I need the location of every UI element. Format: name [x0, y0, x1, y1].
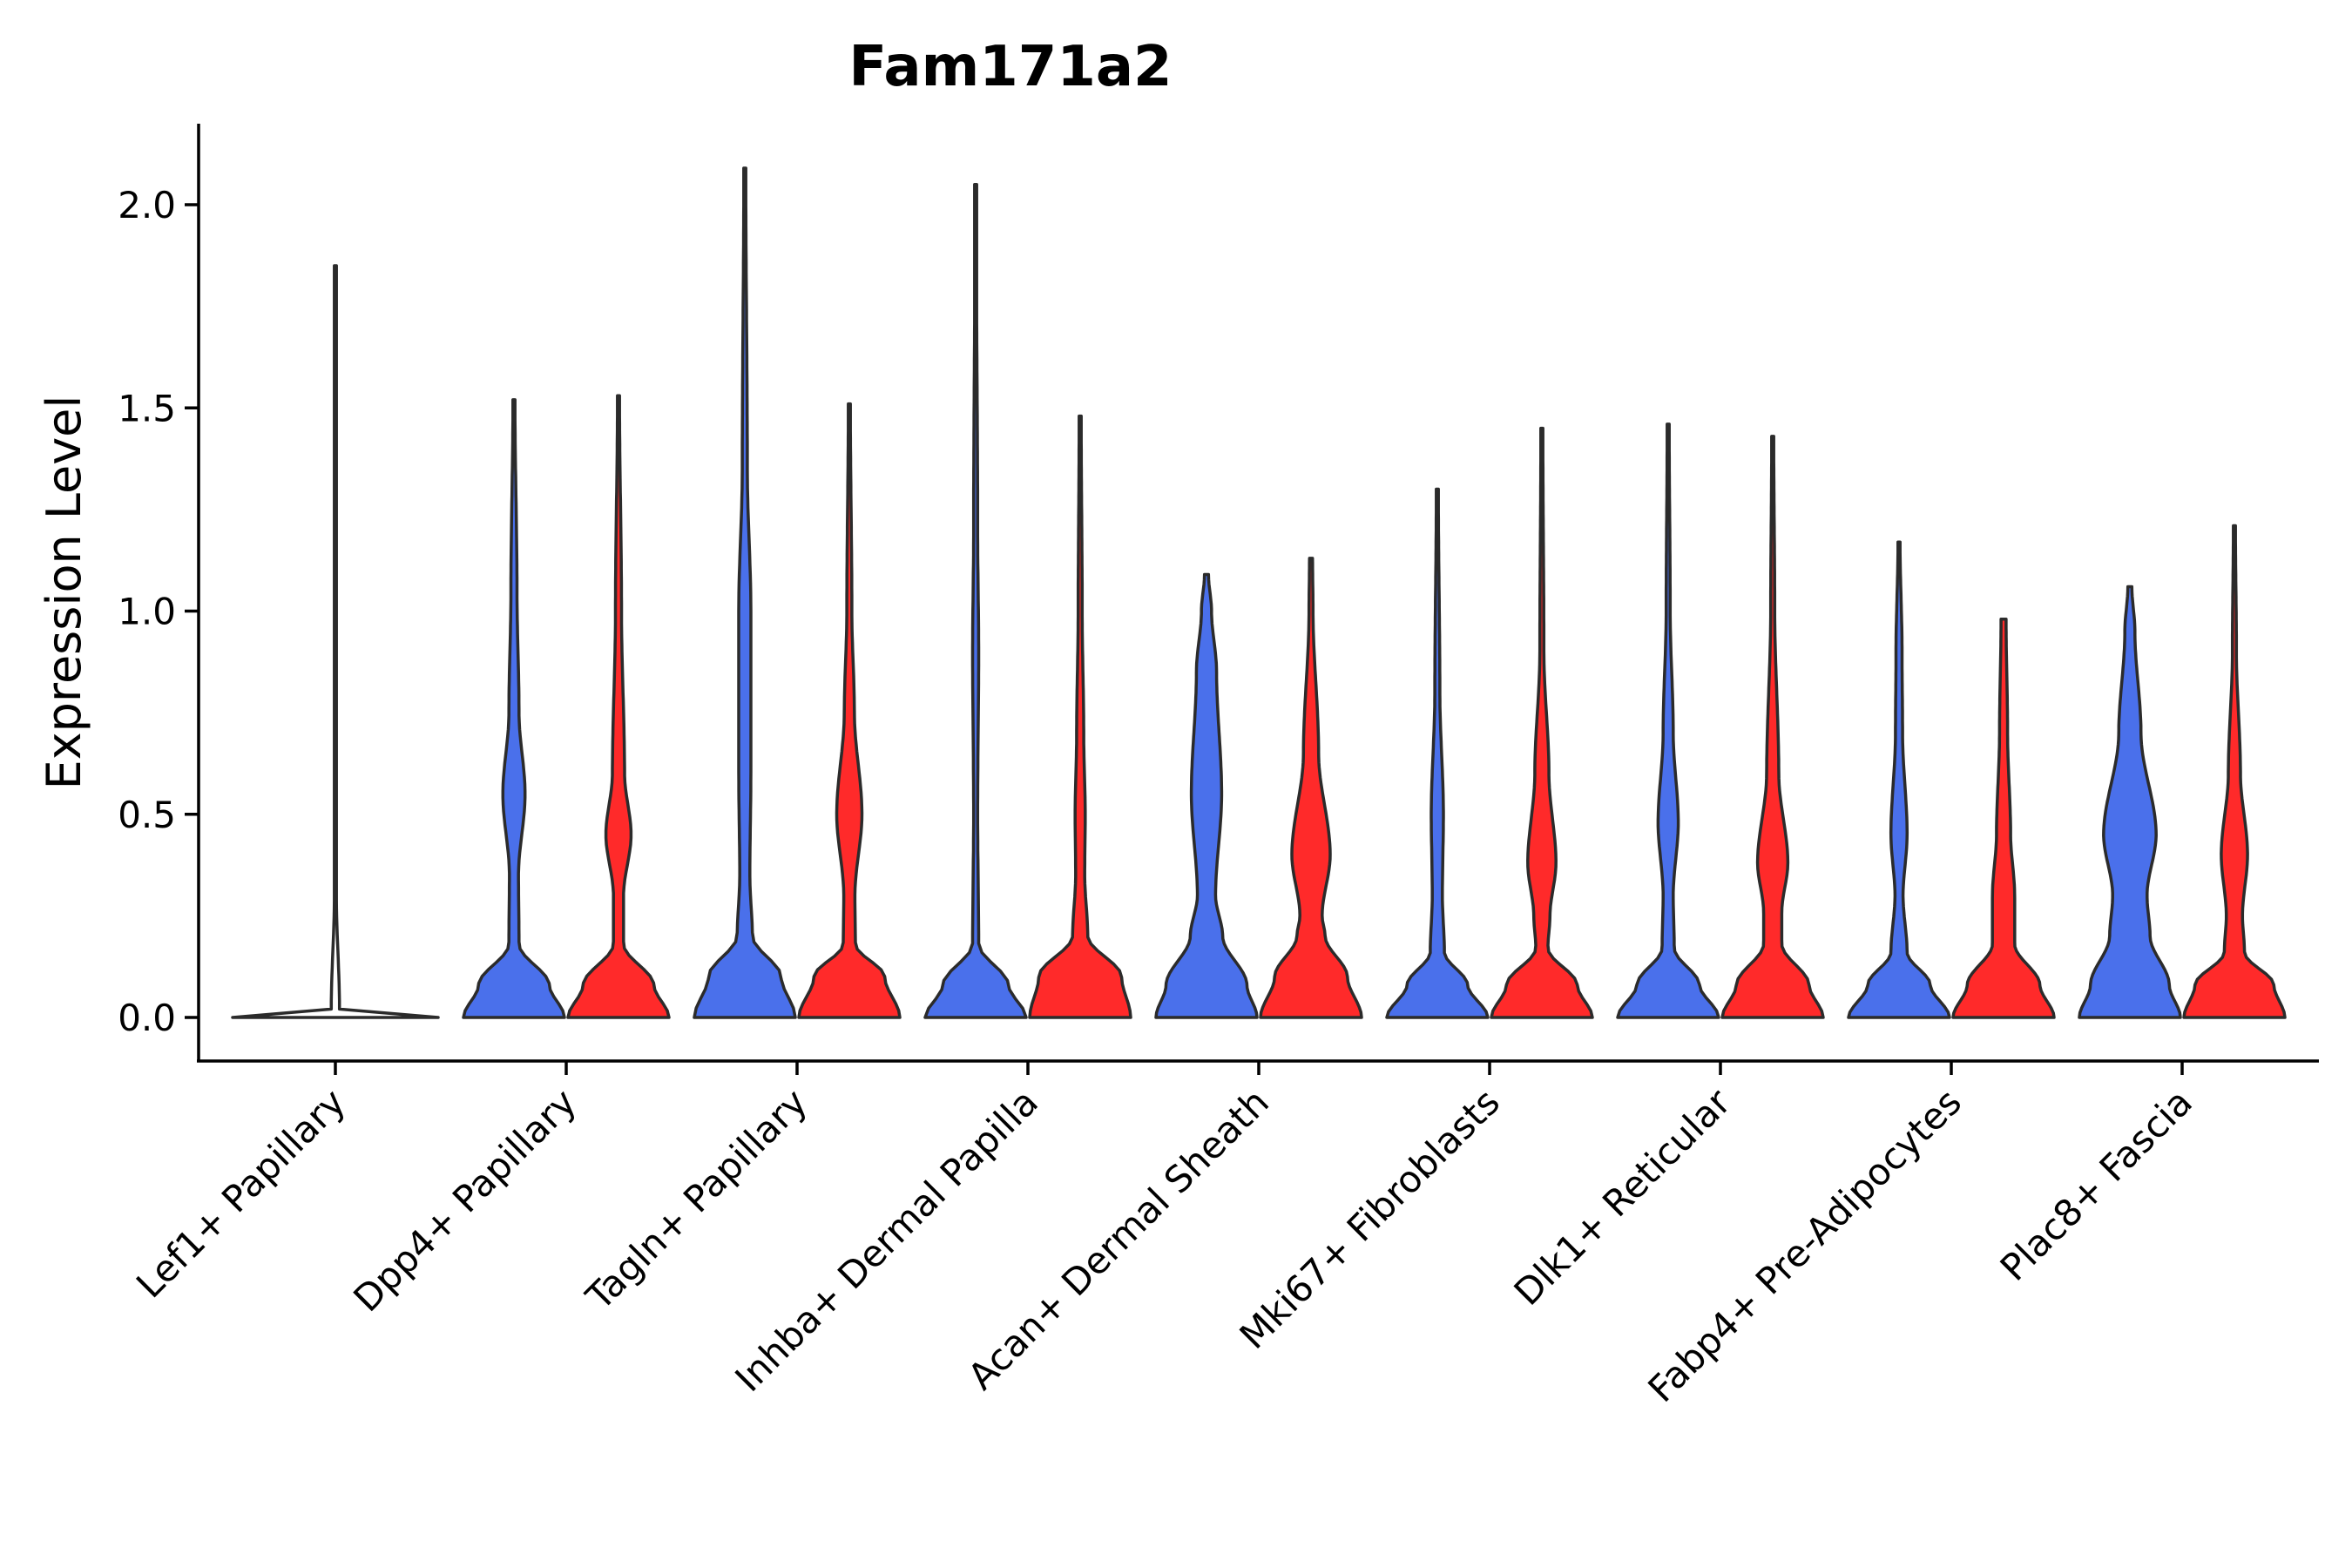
y-tick-label: 1.5 — [118, 387, 176, 429]
violin-acan-dermal-sheath-group2 — [1259, 557, 1363, 1019]
violin-tagln-papillary-group2 — [797, 402, 902, 1019]
y-tick-label: 2.0 — [118, 184, 176, 226]
violin-fabp4-pre-adipocytes-group1 — [1847, 540, 1951, 1019]
x-tick-label: Mki67+ Fibroblasts — [1232, 1080, 1508, 1356]
x-tick-label: Tagln+ Papillary — [578, 1080, 815, 1318]
y-tick-label: 0.0 — [118, 997, 176, 1039]
y-tick-label: 1.0 — [118, 591, 176, 633]
violin-plac8-fascia-group2 — [2182, 524, 2287, 1019]
violin-inhba-dermal-papilla-group1 — [923, 182, 1028, 1019]
y-axis-label: Expression Level — [37, 395, 91, 790]
violin-dpp4-papillary-group2 — [566, 394, 671, 1019]
violin-lef1-papillary-single — [231, 264, 440, 1019]
violin-dlk1-reticular-group1 — [1616, 422, 1720, 1019]
violin-inhba-dermal-papilla-group2 — [1028, 414, 1132, 1019]
violin-fabp4-pre-adipocytes-group2 — [1951, 618, 2056, 1019]
violin-mki67-fibroblasts-group2 — [1490, 426, 1594, 1019]
violin-mki67-fibroblasts-group1 — [1385, 487, 1490, 1019]
x-tick-label: Dpp4+ Papillary — [345, 1080, 585, 1320]
y-tick-label: 0.5 — [118, 794, 176, 836]
chart-title: Fam171a2 — [848, 35, 1172, 99]
x-tick-label: Dlk1+ Reticular — [1506, 1080, 1740, 1314]
violin-dpp4-papillary-group1 — [462, 398, 566, 1019]
x-tick-label: Lef1+ Papillary — [128, 1080, 354, 1306]
y-ticks: 0.0 0.5 1.0 1.5 2.0 — [118, 184, 199, 1039]
violins-layer — [231, 166, 2287, 1019]
violin-acan-dermal-sheath-group1 — [1154, 572, 1259, 1019]
violin-dlk1-reticular-group2 — [1720, 435, 1825, 1019]
violin-tagln-papillary-group1 — [693, 166, 797, 1019]
violin-plac8-fascia-group1 — [2078, 585, 2182, 1019]
x-tick-label: Plac8+ Fascia — [1992, 1080, 2200, 1288]
